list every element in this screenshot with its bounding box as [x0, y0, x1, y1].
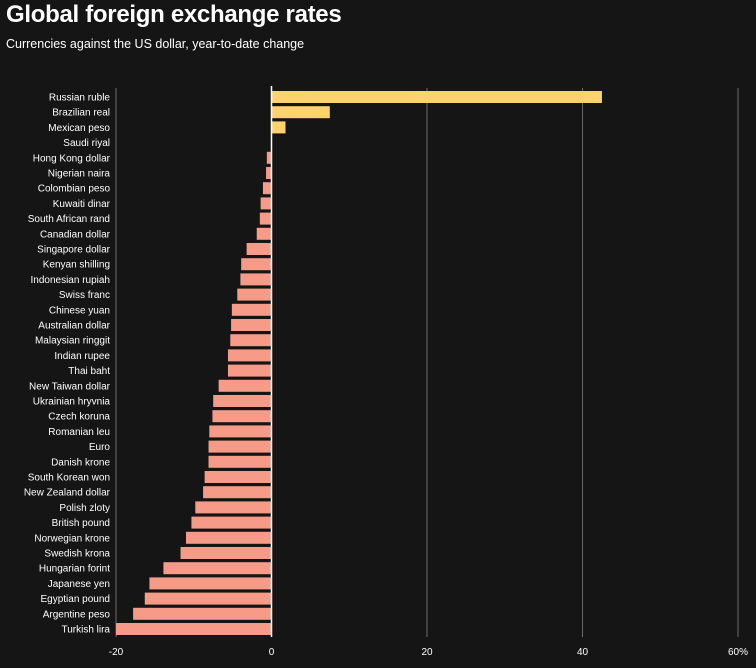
bar [256, 227, 272, 240]
category-label: Indian rupee [54, 351, 110, 362]
category-label: Canadian dollar [40, 229, 111, 240]
category-label: Argentine peso [43, 609, 111, 620]
bar [212, 410, 272, 423]
category-label: Danish krone [51, 457, 110, 468]
bar [203, 486, 272, 499]
category-label: Polish zloty [59, 503, 110, 514]
bar [133, 607, 272, 620]
bar [271, 106, 330, 119]
bar [246, 243, 272, 255]
category-label: Euro [89, 442, 111, 453]
category-label: Brazilian real [52, 108, 110, 119]
bar [266, 151, 272, 164]
category-label: Hungarian forint [39, 564, 110, 575]
bars [116, 91, 602, 635]
x-tick-label: 40 [577, 647, 589, 658]
x-axis-ticks: -20 0 20 40 60% [109, 647, 748, 658]
bar [240, 273, 272, 286]
bar [227, 349, 272, 362]
category-label: Singapore dollar [37, 245, 110, 256]
x-tick-label: 60% [728, 647, 748, 658]
x-tick-label: -20 [109, 647, 124, 658]
bar [185, 531, 272, 544]
category-label: Romanian leu [48, 427, 110, 438]
category-label: Egyptian pound [40, 594, 110, 605]
category-label: Japanese yen [48, 579, 110, 590]
bar [144, 592, 272, 605]
gridlines [115, 88, 739, 637]
bar [208, 440, 272, 453]
bar [163, 562, 272, 575]
category-label: Thai baht [68, 366, 110, 377]
bar [266, 167, 272, 179]
x-tick-label: 20 [421, 647, 433, 658]
x-tick-label: 0 [269, 647, 275, 658]
category-label: Saudi riyal [63, 138, 110, 149]
category-label: Ukrainian hryvnia [33, 397, 111, 408]
category-label: Turkish lira [61, 625, 110, 636]
bar [209, 425, 272, 438]
bar [241, 258, 272, 271]
chart-subtitle: Currencies against the US dollar, year-t… [6, 37, 305, 51]
category-label: Colombian peso [38, 184, 111, 195]
bar [231, 303, 272, 316]
category-label: New Taiwan dollar [29, 381, 111, 392]
category-label: Chinese yuan [49, 305, 110, 316]
bar [204, 471, 272, 483]
category-label: Kenyan shilling [43, 260, 110, 271]
category-label: Russian ruble [49, 93, 111, 104]
category-label: South African rand [28, 214, 110, 225]
category-label: Hong Kong dollar [33, 153, 111, 164]
bar [259, 212, 272, 225]
bar [271, 121, 286, 134]
category-label: New Zealand dollar [24, 488, 111, 499]
bar [262, 182, 272, 195]
category-label: Malaysian ringgit [35, 336, 110, 347]
category-label: Australian dollar [38, 321, 110, 332]
category-label: British pound [52, 518, 110, 529]
category-label: Norwegian krone [34, 533, 110, 544]
bar [260, 197, 272, 210]
bar [213, 395, 272, 407]
bar [230, 334, 272, 347]
bar [180, 547, 272, 559]
category-labels: Russian ruble Brazilian real Mexican peso S… [24, 93, 111, 636]
bar [191, 516, 272, 529]
bar [237, 288, 272, 301]
category-label: Swiss franc [59, 290, 110, 301]
bar [195, 501, 272, 514]
category-label: Czech koruna [48, 412, 110, 423]
bar [218, 379, 272, 392]
category-label: Kuwaiti dinar [53, 199, 111, 210]
category-label: Swedish krona [44, 549, 110, 560]
category-label: South Korean won [28, 473, 110, 484]
category-label: Mexican peso [48, 123, 110, 134]
chart-title: Global foreign exchange rates [6, 1, 342, 28]
bar [231, 319, 272, 331]
category-label: Indonesian rupiah [30, 275, 110, 286]
category-label: Nigerian naira [48, 169, 111, 180]
bar [227, 364, 272, 377]
bar [116, 623, 272, 635]
bar [149, 577, 272, 590]
bar [208, 455, 272, 468]
bar [271, 91, 602, 103]
